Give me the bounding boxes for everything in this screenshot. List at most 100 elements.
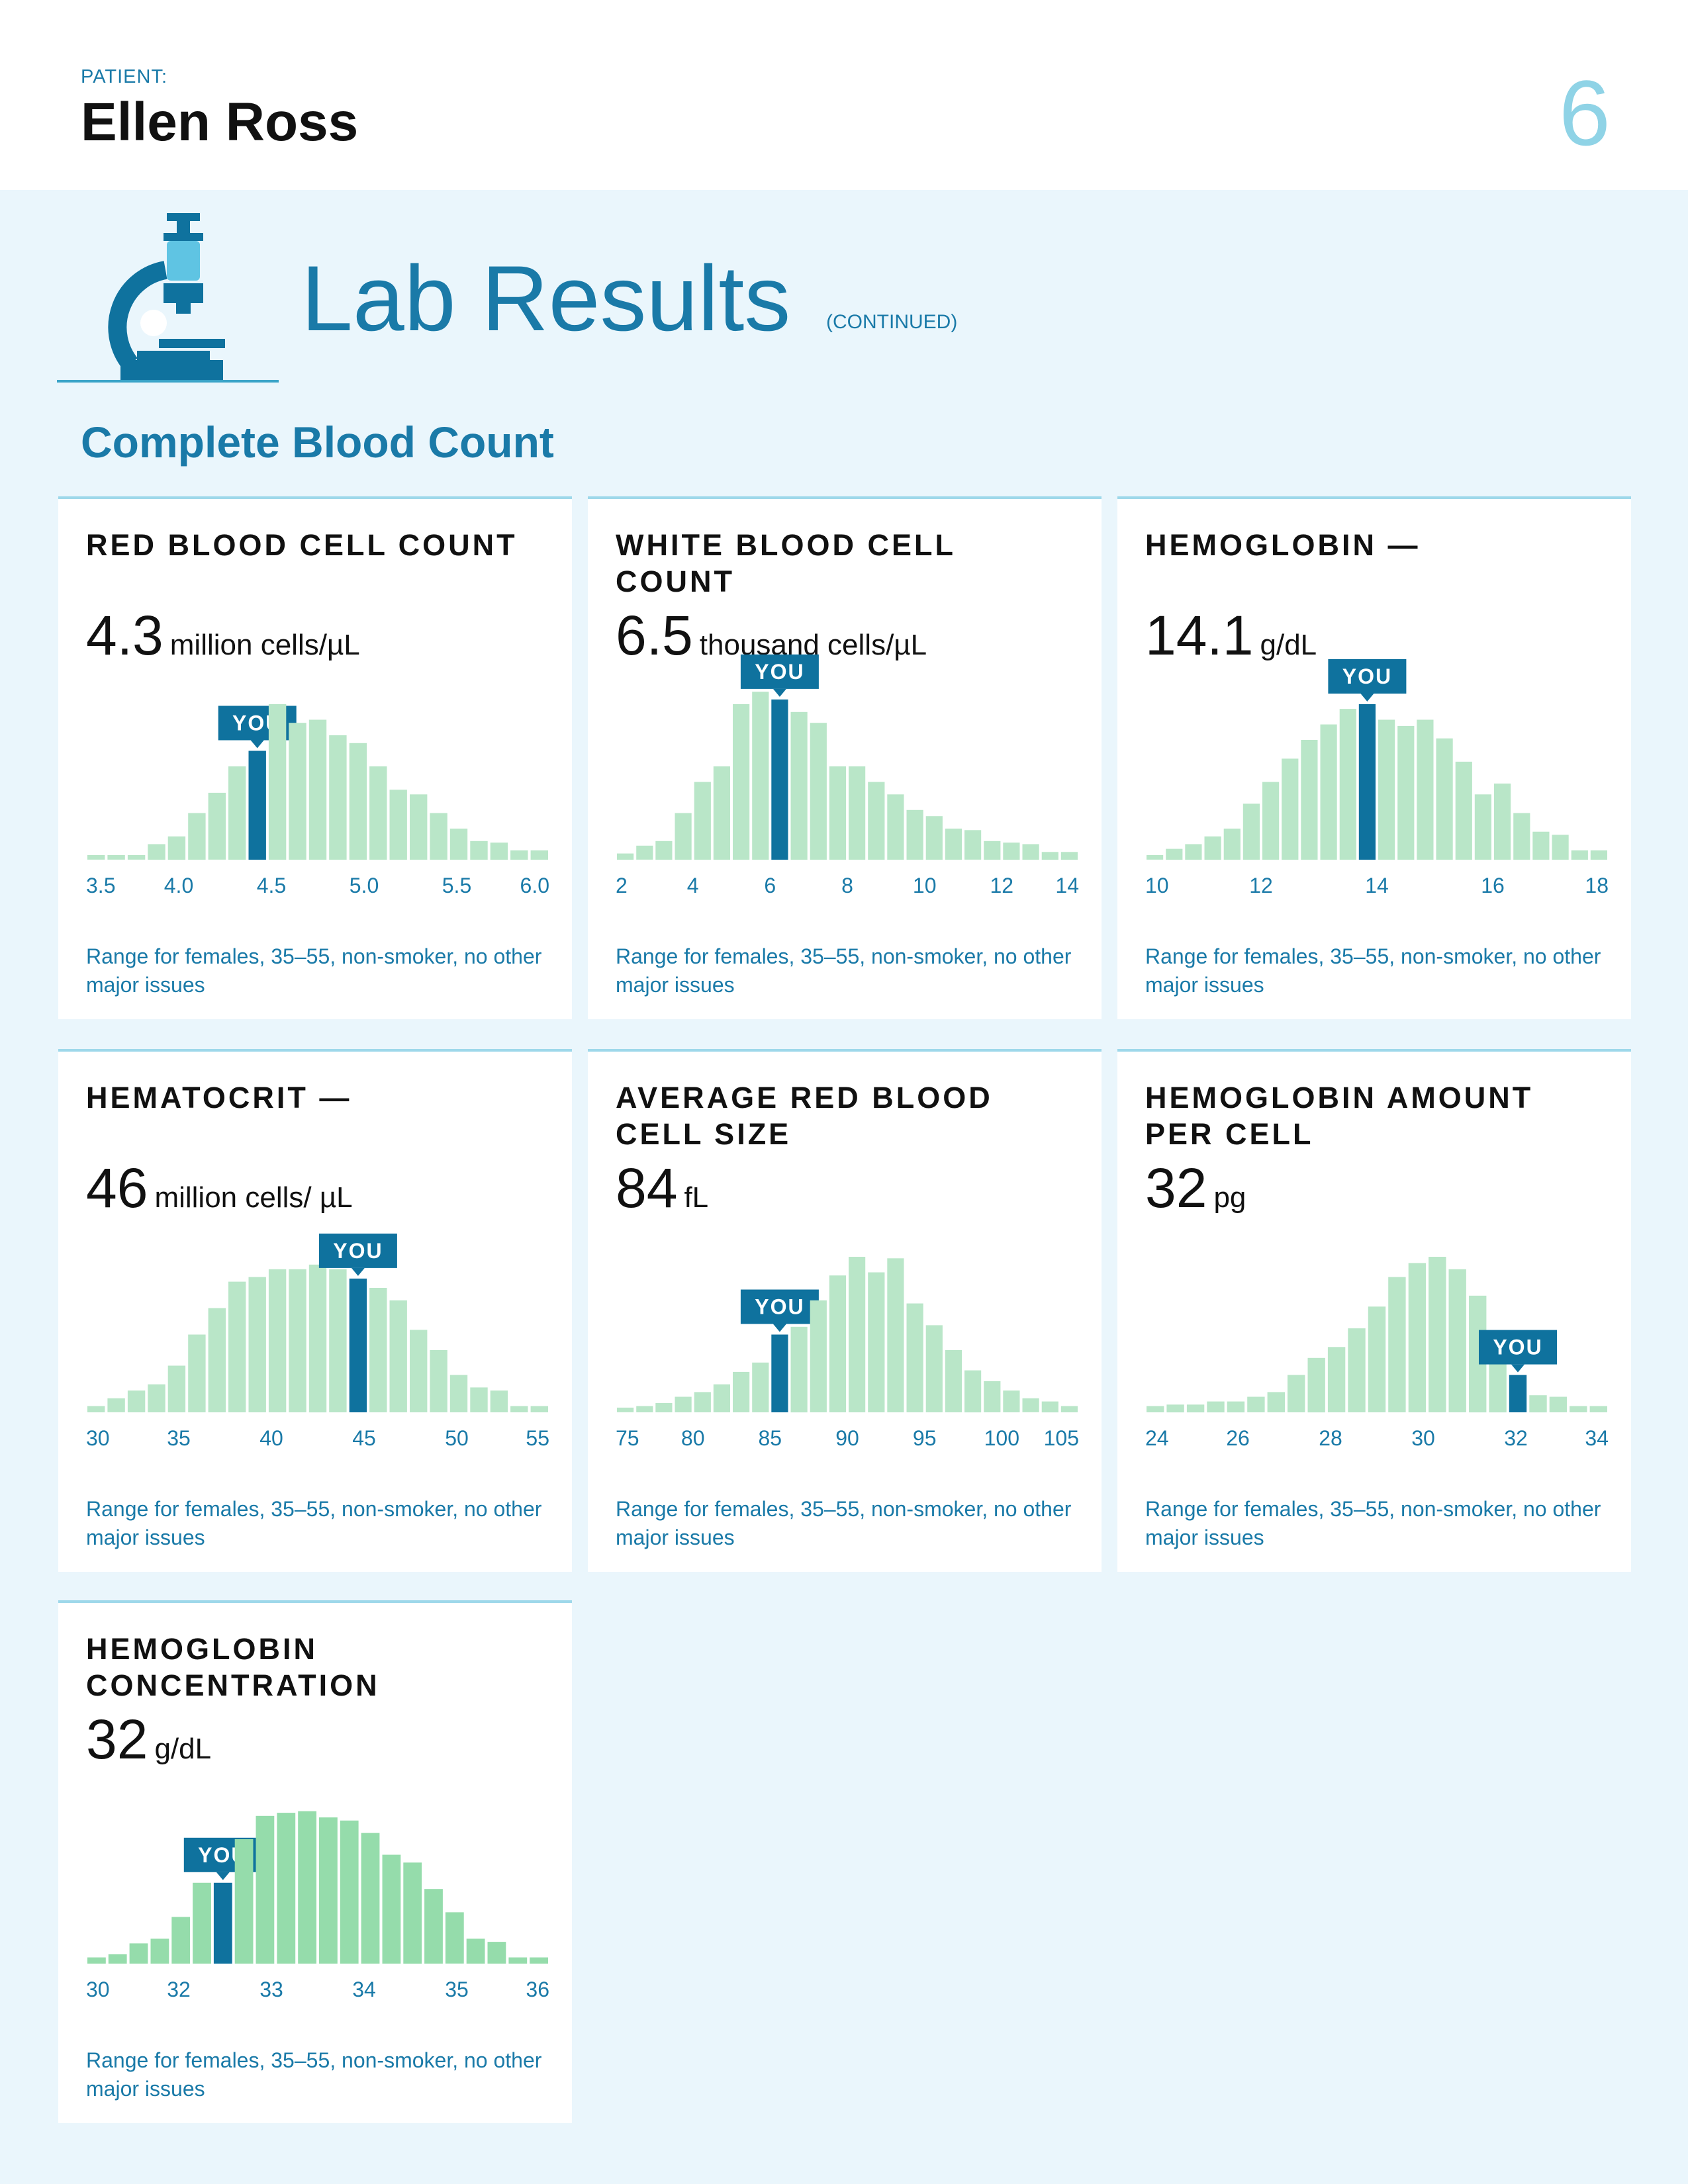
x-tick-label: 6	[764, 874, 776, 897]
histogram-bar	[906, 1303, 923, 1412]
histogram-bar	[984, 1381, 1001, 1412]
card-value-unit: million cells/ µL	[154, 1181, 353, 1214]
histogram-bar	[1489, 1357, 1507, 1413]
histogram-bar	[389, 1300, 407, 1412]
section-title: Lab Results	[301, 246, 791, 350]
x-tick-label: 50	[445, 1426, 469, 1450]
histogram-bar	[289, 723, 306, 860]
histogram-bar	[319, 1817, 338, 1964]
distribution-chart: YOU 10 12 14 16 18	[1145, 659, 1609, 897]
x-tick-label: 35	[167, 1426, 191, 1450]
card-footnote: Range for females, 35–55, non-smoker, no…	[616, 1497, 1072, 1549]
title-rule	[57, 380, 279, 383]
lab-card-hemoglobin-concentration: HEMOGLOBIN CONCENTRATION 32 g/dL YOU 30 32 3…	[58, 1600, 572, 2123]
histogram-bar	[308, 719, 327, 860]
you-marker-label: YOU	[755, 1295, 804, 1319]
distribution-chart: YOU 24 26 28 30 32 34	[1145, 1257, 1609, 1450]
histogram-bar	[369, 1288, 387, 1412]
x-tick-label: 32	[167, 1978, 191, 2001]
you-marker-label: YOU	[333, 1239, 383, 1263]
histogram-bar	[1494, 783, 1511, 860]
histogram-bar	[675, 813, 692, 860]
lab-card-hematocrit: HEMATOCRIT — 46 million cells/ µL YOU 30 35…	[58, 1049, 572, 1572]
card-footnote: Range for females, 35–55, non-smoker, no…	[86, 1497, 542, 1549]
histogram-bar	[329, 1269, 347, 1412]
histogram-bar	[382, 1854, 401, 1964]
you-bar	[771, 1334, 788, 1412]
lab-card-red-blood-cell-count: RED BLOOD CELL COUNT 4.3 million cells/µL…	[58, 496, 572, 1019]
card-footnote: Range for females, 35–55, non-smoker, no…	[86, 944, 542, 997]
histogram-bar	[1397, 725, 1415, 860]
x-tick-label: 12	[1249, 874, 1273, 897]
histogram-bar	[1207, 1401, 1225, 1413]
histogram-bar	[329, 735, 347, 860]
patient-label: PATIENT:	[81, 66, 167, 87]
histogram-bar	[887, 794, 904, 860]
card-value: 4.3 million cells/µL	[86, 604, 360, 668]
histogram-bar	[1247, 1396, 1265, 1412]
histogram-bar	[1060, 852, 1078, 860]
you-marker-label: YOU	[1342, 664, 1392, 688]
section-note: (CONTINUED)	[826, 311, 958, 333]
histogram-bar	[1267, 1392, 1285, 1412]
card-value-unit: million cells/µL	[169, 629, 360, 661]
histogram-bar	[167, 1365, 186, 1412]
histogram-bar	[487, 1942, 506, 1964]
histogram-bar	[1262, 782, 1280, 860]
you-marker-label: YOU	[755, 660, 804, 684]
distribution-chart: YOU 2 4 6 8 10 12 14	[616, 654, 1079, 897]
histogram-bar	[1147, 854, 1164, 860]
x-tick-label: 95	[913, 1426, 937, 1450]
histogram-bar	[490, 842, 508, 860]
you-marker-box	[1328, 659, 1407, 694]
x-tick-label: 33	[259, 1978, 283, 2001]
x-tick-label: 55	[526, 1426, 549, 1450]
histogram-bar	[694, 1392, 711, 1412]
histogram-bar	[148, 844, 165, 860]
you-marker-pointer	[216, 1872, 230, 1880]
x-tick-label: 4	[687, 874, 699, 897]
histogram-bar	[887, 1258, 904, 1412]
x-tick-label: 32	[1504, 1426, 1528, 1450]
you-marker-pointer	[1511, 1364, 1524, 1373]
histogram-bar	[466, 1938, 485, 1964]
you-marker-label: YOU	[1493, 1336, 1542, 1359]
card-value-number: 32	[86, 1708, 148, 1770]
histogram-bar	[1204, 836, 1221, 860]
histogram-bar	[1186, 1404, 1205, 1413]
histogram-bar	[228, 766, 246, 860]
histogram-bar	[470, 1387, 488, 1412]
histogram-bar	[810, 1300, 827, 1412]
x-tick-label: 90	[835, 1426, 859, 1450]
you-marker-pointer	[773, 688, 786, 697]
you-marker-pointer	[773, 1324, 786, 1332]
x-tick-label: 36	[526, 1978, 549, 2001]
subsection-title: Complete Blood Count	[81, 418, 554, 467]
you-bar	[1509, 1375, 1527, 1412]
histogram-bar	[1455, 761, 1472, 860]
histogram-bar	[107, 1398, 125, 1412]
histogram-bar	[1513, 813, 1530, 860]
card-value-unit: pg	[1213, 1181, 1246, 1214]
histogram-bar	[849, 766, 866, 860]
histogram-bar	[945, 829, 962, 860]
x-tick-label: 5.0	[350, 874, 379, 897]
histogram-bar	[1301, 740, 1318, 860]
histogram-bar	[268, 1269, 287, 1412]
histogram-bar	[87, 1406, 105, 1412]
lab-card-white-blood-cell-count: WHITE BLOOD CELL COUNT 6.5 thousand cells…	[588, 496, 1102, 1019]
histogram-bar	[410, 794, 428, 860]
card-value: 84 fL	[616, 1156, 708, 1220]
histogram-bar	[964, 1370, 982, 1413]
histogram-bar	[340, 1820, 359, 1964]
histogram-bar	[752, 1362, 769, 1412]
histogram-bar	[1307, 1357, 1325, 1413]
histogram-bar	[617, 853, 634, 860]
card-value: 46 million cells/ µL	[86, 1156, 353, 1220]
histogram-bar	[675, 1396, 692, 1412]
x-tick-label: 34	[352, 1978, 376, 2001]
card-footnote: Range for females, 35–55, non-smoker, no…	[1145, 1497, 1601, 1549]
histogram-bar	[1570, 1406, 1587, 1412]
